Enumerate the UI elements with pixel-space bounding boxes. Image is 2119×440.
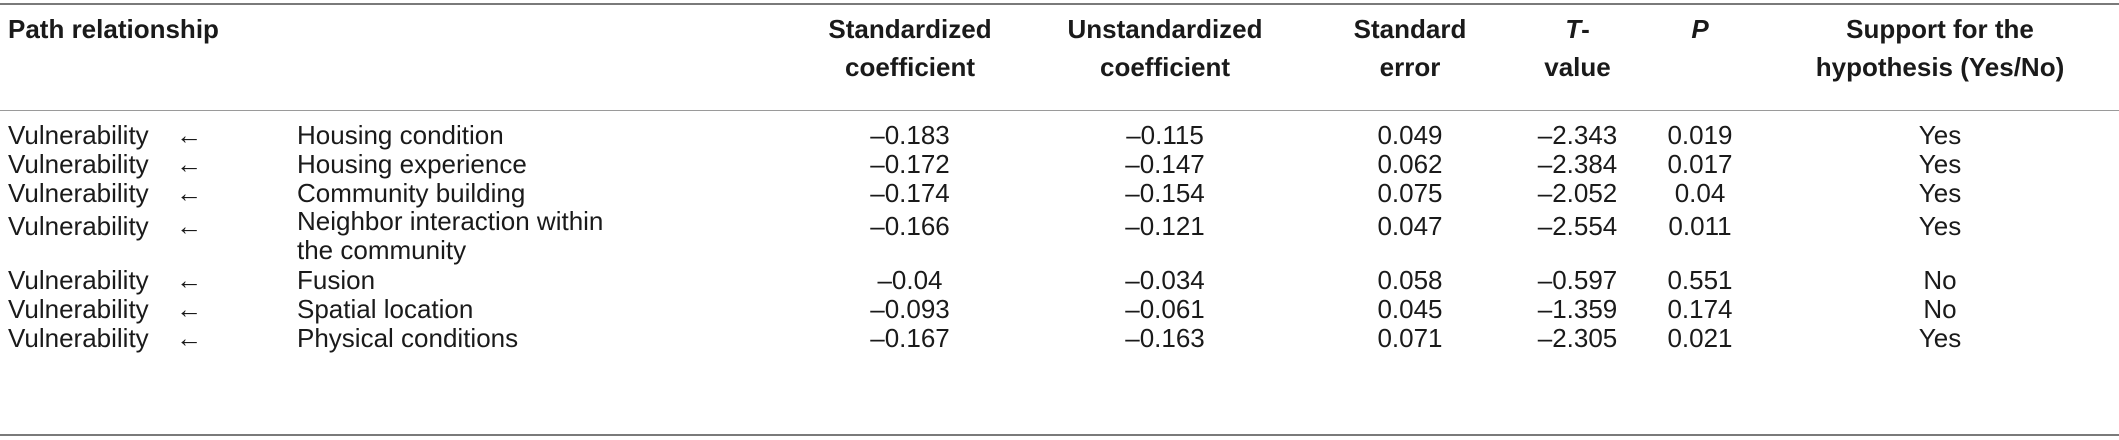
row-independent: Housing experience <box>297 149 527 179</box>
row-p-value: 0.174 <box>1667 294 1733 324</box>
row-t-value: –2.305 <box>1537 323 1618 353</box>
header-t-value: T- value <box>1500 10 1655 86</box>
row-support: Yes <box>1918 120 1962 150</box>
arrow-icon: ← <box>176 149 202 179</box>
header-p-letter: P <box>1691 14 1709 44</box>
row-standard-error: 0.049 <box>1377 120 1443 150</box>
row-t-value: –2.343 <box>1537 120 1618 150</box>
row-standardized: –0.167 <box>870 323 950 353</box>
row-support: Yes <box>1918 178 1962 208</box>
header-standardized-coefficient: Standardized coefficient <box>810 10 1010 86</box>
row-independent: Fusion <box>297 265 376 295</box>
header-unstandardized-line1: Unstandardized <box>1067 14 1263 44</box>
header-rule <box>0 110 2119 111</box>
row-independent: Spatial location <box>297 294 474 324</box>
row-unstandardized: –0.121 <box>1125 211 1205 241</box>
row-standard-error: 0.058 <box>1377 265 1443 295</box>
arrow-icon: ← <box>176 178 202 208</box>
row-support: No <box>1923 294 1957 324</box>
row-standard-error: 0.075 <box>1377 178 1443 208</box>
arrow-icon: ← <box>176 323 202 353</box>
header-path-relationship: Path relationship <box>8 14 219 44</box>
header-t-letter: T <box>1565 14 1582 44</box>
row-standard-error: 0.047 <box>1377 211 1443 241</box>
arrow-icon: ← <box>176 294 202 324</box>
header-support-line1: Support for the <box>1846 14 2034 44</box>
header-standardized-line1: Standardized <box>828 14 992 44</box>
row-unstandardized: –0.115 <box>1126 120 1204 150</box>
row-support: Yes <box>1918 211 1962 241</box>
table-row: Vulnerability ← Housing condition –0.183… <box>0 116 2119 156</box>
row-p-value: 0.011 <box>1668 211 1732 241</box>
table-row: Vulnerability ← Fusion –0.04 –0.034 0.05… <box>0 261 2119 301</box>
bottom-rule <box>0 434 2119 436</box>
row-t-value: –2.554 <box>1537 211 1618 241</box>
top-rule <box>0 3 2119 5</box>
row-dependent: Vulnerability <box>8 120 149 150</box>
row-p-value: 0.017 <box>1667 149 1733 179</box>
header-se-line2: error <box>1379 52 1441 82</box>
arrow-icon: ← <box>176 211 202 241</box>
header-t-hyphen: - <box>1581 14 1590 44</box>
row-standardized: –0.172 <box>870 149 950 179</box>
row-unstandardized: –0.154 <box>1125 178 1205 208</box>
row-dependent: Vulnerability <box>8 178 149 208</box>
row-support: No <box>1923 265 1957 295</box>
header-support-line2: hypothesis (Yes/No) <box>1815 52 2065 82</box>
row-t-value: –0.597 <box>1537 265 1618 295</box>
row-t-value: –2.052 <box>1537 178 1618 208</box>
row-standardized: –0.174 <box>870 178 950 208</box>
row-support: Yes <box>1918 323 1962 353</box>
header-p-value: P <box>1640 10 1760 48</box>
header-standard-error: Standard error <box>1320 10 1500 86</box>
row-dependent: Vulnerability <box>8 294 149 324</box>
row-independent: Physical conditions <box>297 323 519 353</box>
row-dependent: Vulnerability <box>8 265 149 295</box>
table-row: Vulnerability ← Housing experience –0.17… <box>0 145 2119 185</box>
row-p-value: 0.019 <box>1667 120 1733 150</box>
row-dependent: Vulnerability <box>8 323 149 353</box>
row-independent: Community building <box>297 178 526 208</box>
row-unstandardized: –0.034 <box>1125 265 1205 295</box>
row-independent: Housing condition <box>297 120 504 150</box>
row-dependent: Vulnerability <box>8 211 149 241</box>
row-standardized: –0.183 <box>870 120 950 150</box>
row-unstandardized: –0.061 <box>1125 294 1205 324</box>
arrow-icon: ← <box>176 120 202 150</box>
arrow-icon: ← <box>176 265 202 295</box>
row-standardized: –0.04 <box>877 265 943 295</box>
header-standardized-line2: coefficient <box>844 52 976 82</box>
header-support: Support for the hypothesis (Yes/No) <box>1800 10 2080 86</box>
row-p-value: 0.551 <box>1667 265 1733 295</box>
row-standard-error: 0.062 <box>1377 149 1443 179</box>
row-standardized: –0.166 <box>870 211 950 241</box>
row-p-value: 0.04 <box>1674 178 1726 208</box>
row-dependent: Vulnerability <box>8 149 149 179</box>
row-standard-error: 0.045 <box>1377 294 1443 324</box>
row-unstandardized: –0.163 <box>1125 323 1205 353</box>
row-support: Yes <box>1918 149 1962 179</box>
header-t-line2: value <box>1544 52 1611 82</box>
header-se-line1: Standard <box>1353 14 1467 44</box>
row-standardized: –0.093 <box>870 294 950 324</box>
header-unstandardized-coefficient: Unstandardized coefficient <box>1040 10 1290 86</box>
table-row: Vulnerability ← Spatial location –0.093 … <box>0 290 2119 330</box>
row-standard-error: 0.071 <box>1377 323 1443 353</box>
row-t-value: –2.384 <box>1537 149 1618 179</box>
row-independent: Neighbor interaction within the communit… <box>297 206 604 265</box>
row-t-value: –1.359 <box>1537 294 1618 324</box>
header-unstandardized-line2: coefficient <box>1099 52 1231 82</box>
row-p-value: 0.021 <box>1667 323 1733 353</box>
row-unstandardized: –0.147 <box>1125 149 1205 179</box>
table-row: Vulnerability ← Neighbor interaction wit… <box>0 203 2119 265</box>
table-row: Vulnerability ← Community building –0.17… <box>0 174 2119 214</box>
header-t-line1: T- <box>1500 10 1655 48</box>
table-row: Vulnerability ← Physical conditions –0.1… <box>0 319 2119 359</box>
